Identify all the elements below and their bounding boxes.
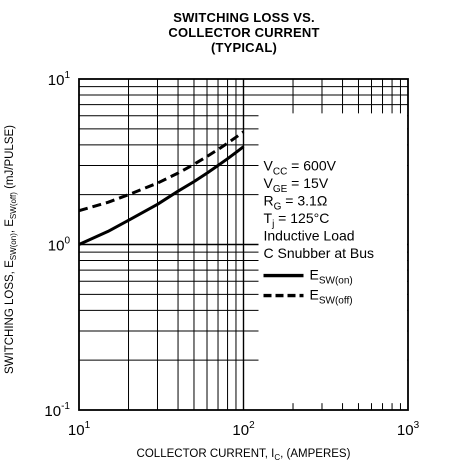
y-tick-label: 100	[48, 236, 71, 255]
condition-text: Tj = 125°C	[264, 210, 330, 230]
series-line-esw-on	[78, 145, 245, 246]
x-tick-label: 101	[68, 420, 91, 439]
chart-title: SWITCHING LOSS VS. COLLECTOR CURRENT (TY…	[80, 10, 408, 55]
chart-title-line-2: COLLECTOR CURRENT	[168, 25, 320, 40]
condition-text: RG = 3.1Ω	[264, 193, 328, 213]
y-tick-label: 101	[48, 70, 71, 89]
condition-text: Inductive Load	[264, 228, 355, 244]
legend-label: ESW(on)	[310, 267, 353, 287]
x-tick-label: 102	[232, 420, 255, 439]
x-axis-label: COLLECTOR CURRENT, IC, (AMPERES)	[137, 448, 351, 462]
legend-label: ESW(off)	[310, 287, 353, 307]
x-tick-label: 103	[397, 420, 420, 439]
series-line-esw-off	[78, 130, 245, 213]
chart-title-line-3: (TYPICAL)	[210, 40, 278, 55]
chart-title-line-1: SWITCHING LOSS VS.	[173, 10, 315, 25]
conditions-panel	[258, 113, 407, 404]
y-tick-label: 10-1	[44, 401, 70, 420]
condition-text: VGE = 15V	[264, 175, 329, 195]
y-axis-label: SWITCHING LOSS, ESW(on), ESW(off) (mJ/PU…	[4, 125, 18, 374]
condition-text: C Snubber at Bus	[264, 245, 375, 261]
condition-text: VCC = 600V	[264, 158, 337, 178]
